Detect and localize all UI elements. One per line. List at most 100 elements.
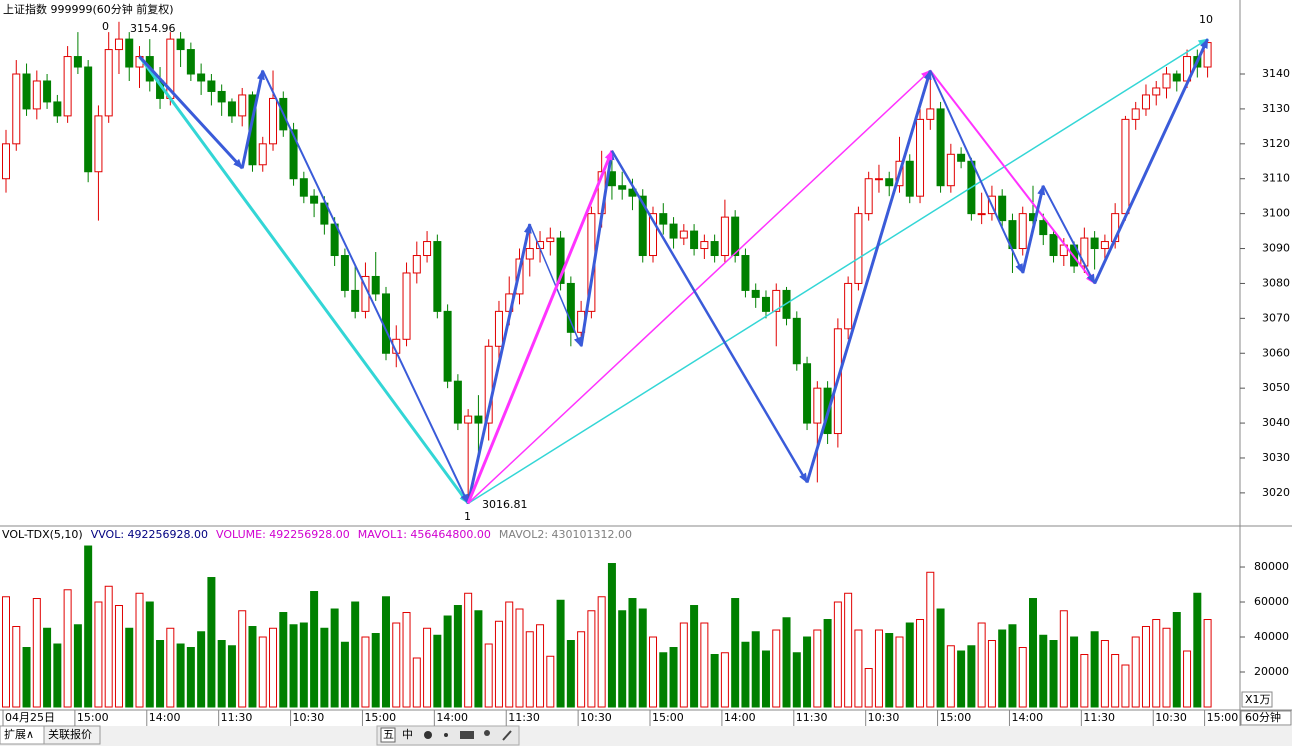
toolbar-label[interactable]: 中 [402,728,413,741]
wave-line [805,69,932,483]
volume-bar [1152,619,1161,708]
y-tick-label: 3080 [1262,276,1290,289]
volume-bar [1193,592,1202,708]
toolbar-icon[interactable] [502,730,512,741]
candle-body [351,289,360,312]
volume-bar [402,612,411,708]
toolbar-label[interactable]: 五 [383,728,394,741]
volume-bar [176,643,185,708]
y-tick-label: 3090 [1262,242,1290,255]
x-tick-label: 15:00 [652,711,684,724]
x-tick-label: 11:30 [796,711,828,724]
y-tick-label: 3020 [1262,486,1290,499]
period-box[interactable] [1240,710,1292,726]
candle-body [556,237,565,284]
volume-bar [885,633,894,708]
x-tick-label: 10:30 [1155,711,1187,724]
volume-bar [864,668,873,708]
wave-label: 1 [464,510,471,523]
toolbar-icon[interactable] [484,730,490,736]
x-tick-label: 10:30 [580,711,612,724]
volume-bar [1018,647,1027,708]
y-tick-label: 3100 [1262,207,1290,220]
volume-bar [494,620,503,708]
y-tick-label: 3120 [1262,137,1290,150]
volume-bar [1049,640,1058,708]
volume-bar [546,655,555,708]
wave-line [138,55,244,170]
x-tick-label: 10:30 [868,711,900,724]
toolbar-button[interactable] [380,727,396,743]
volume-bar [618,610,627,708]
volume-header: MAVOL2: 430101312.00 [499,528,632,541]
y-tick-label: 3130 [1262,102,1290,115]
volume-bar [813,629,822,708]
candle-body [176,38,185,51]
volume-bar [998,629,1007,708]
candle-body [874,178,883,181]
volume-bar [217,640,226,708]
tab-label[interactable]: 关联报价 [48,727,92,741]
volume-bar [1111,654,1120,708]
candle-body [1172,73,1181,82]
volume-bar [2,596,10,708]
candle-body [977,213,986,216]
candle-body [1090,237,1099,250]
toolbar-icon[interactable] [444,733,448,737]
volume-bar [310,591,319,708]
candle-body [53,101,62,117]
tab-label[interactable]: 扩展∧ [4,727,34,741]
candle-body [433,241,442,312]
candle-body [720,216,729,257]
candle-body [546,237,555,243]
candle-body [227,101,236,117]
volume-bar [638,608,647,708]
candle-body [792,317,801,365]
wave-line [1042,185,1096,285]
candle-body [238,94,247,117]
volume-bar [73,624,82,708]
volume-bar [53,643,62,708]
volume-bar [1131,636,1140,708]
candle-body [998,195,1007,222]
volume-bar [1203,619,1212,708]
volume-header: VVOL: 492256928.00 [91,528,208,541]
candle-body [864,178,873,215]
y-tick-label: 80000 [1254,560,1289,573]
volume-bar [289,624,298,708]
candle-body [638,195,647,257]
volume-bar [751,631,760,708]
volume-bar [361,636,370,708]
volume-bar [269,627,278,708]
volume-bar [1080,654,1089,708]
candle-body [484,345,493,424]
candle-body [1162,73,1171,89]
candle-body [710,241,719,257]
volume-bar [1172,612,1181,708]
volume-bar [238,610,247,708]
toolbar-icon[interactable] [460,731,474,739]
volume-bar [197,631,206,708]
volume-bar [874,629,883,708]
tab[interactable] [43,725,101,745]
wave-line [466,149,614,504]
y-tick-label: 3040 [1262,416,1290,429]
candle-body [690,230,699,250]
candle-body [423,241,432,257]
candle-body [844,282,853,330]
toolbar-icon[interactable] [424,731,432,739]
volume-bar [1008,624,1017,708]
candle-body [905,160,914,197]
volume-bar [1090,631,1099,708]
x-tick-label: 14:00 [724,711,756,724]
volume-bar [792,652,801,708]
wave-label: 0 [102,20,109,33]
period-label[interactable]: 60分钟 [1245,710,1281,724]
volume-bar [227,645,236,708]
volume-bar [505,601,514,708]
candle-body [340,255,349,291]
candle-body [217,90,226,103]
volume-bar [556,599,565,708]
candle-body [1121,118,1130,215]
